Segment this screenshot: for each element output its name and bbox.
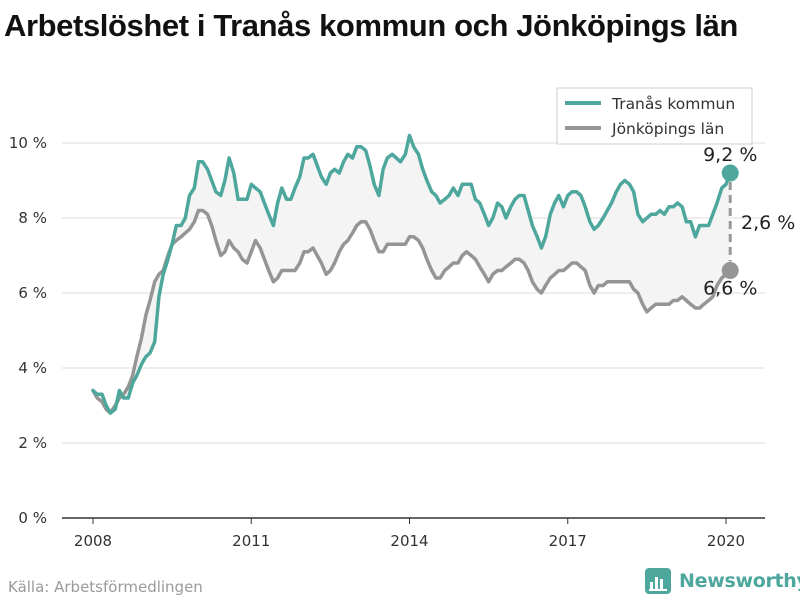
end-label-lan: 6,6 % <box>703 278 757 300</box>
y-tick-label: 0 % <box>18 509 47 527</box>
end-marker-tranas <box>721 164 739 182</box>
newsworthy-logo-icon <box>645 568 671 594</box>
end-marker-lan <box>721 262 739 279</box>
y-tick-label: 6 % <box>18 284 47 302</box>
x-tick-label: 2020 <box>707 532 745 550</box>
x-tick-label: 2011 <box>232 532 270 550</box>
legend-box <box>556 87 753 145</box>
y-tick-label: 10 % <box>9 134 47 152</box>
y-tick-label: 4 % <box>18 359 47 377</box>
end-annotations: 9,2 % 6,6 % 2,6 % <box>703 144 795 300</box>
y-tick-label: 2 % <box>18 434 47 452</box>
legend-label-tranas: Tranås kommun <box>611 95 735 113</box>
brand-logo: Newsworthy <box>645 568 800 594</box>
gap-fill-area <box>93 135 731 413</box>
series-lines <box>91 133 732 415</box>
source-note: Källa: Arbetsförmedlingen <box>8 578 203 596</box>
x-tick-label: 2017 <box>549 532 587 550</box>
x-tick-label: 2008 <box>74 532 112 550</box>
y-tick-label: 8 % <box>18 209 47 227</box>
legend-label-lan: Jönköpings län <box>611 120 724 138</box>
difference-label: 2,6 % <box>741 212 795 234</box>
series-line-lan <box>91 208 732 415</box>
series-line-tranas <box>91 133 732 415</box>
end-label-tranas: 9,2 % <box>703 144 757 166</box>
legend: Tranås kommun Jönköpings län <box>556 87 753 145</box>
x-tick-label: 2014 <box>390 532 428 550</box>
brand-name: Newsworthy <box>679 570 800 592</box>
axes: 0 % 2 % 4 % 6 % 8 % 10 % 2008 2011 2014 2017 2020 <box>9 134 765 550</box>
chart-title: Arbetslöshet i Tranås kommun och Jönköpi… <box>4 8 738 43</box>
